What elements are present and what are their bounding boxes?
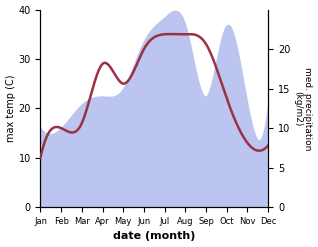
Y-axis label: max temp (C): max temp (C): [5, 75, 16, 142]
X-axis label: date (month): date (month): [113, 231, 196, 242]
Y-axis label: med. precipitation
(kg/m2): med. precipitation (kg/m2): [293, 67, 313, 150]
